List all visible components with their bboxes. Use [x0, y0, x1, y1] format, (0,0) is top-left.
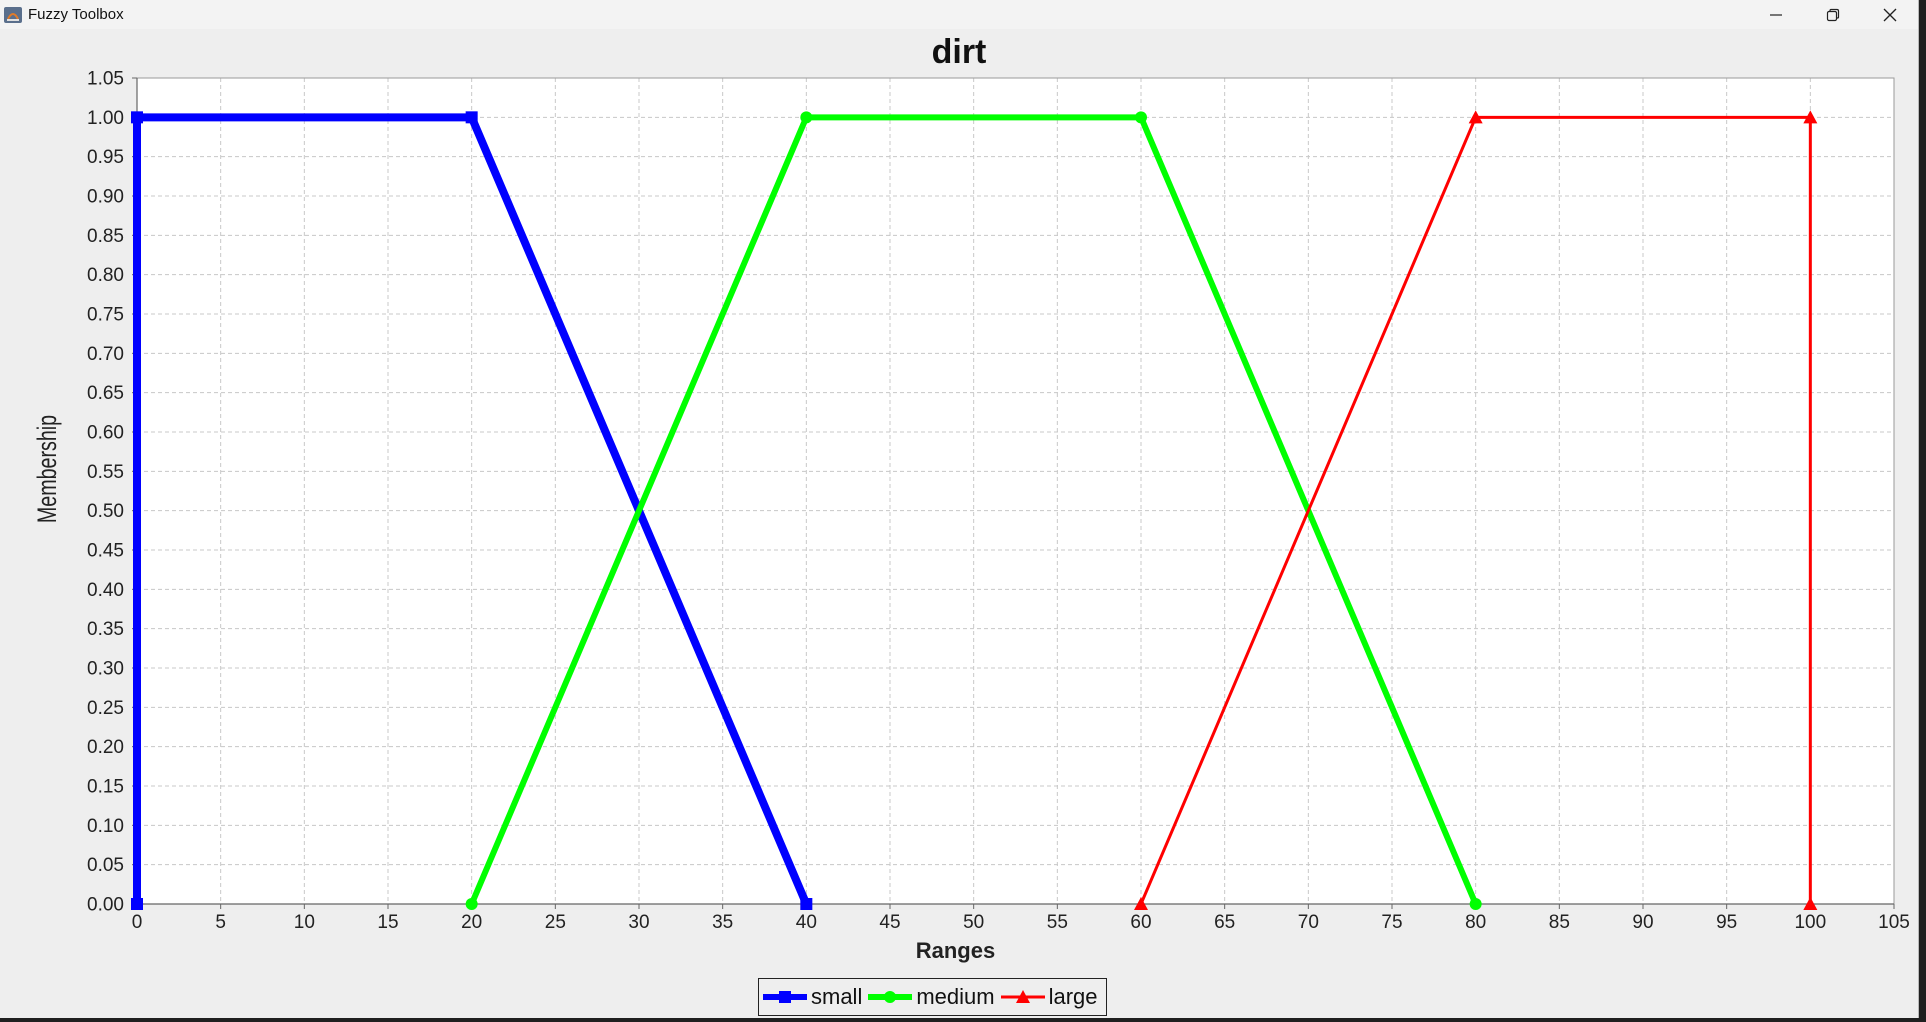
small-point	[800, 898, 813, 910]
small-point	[131, 898, 143, 910]
x-tick-label: 25	[545, 912, 566, 933]
legend-label-medium: medium	[916, 984, 995, 1009]
minimize-icon	[1769, 13, 1782, 16]
y-tick-label: 0.15	[87, 777, 124, 798]
chart-title: dirt	[931, 33, 987, 71]
x-tick-label: 65	[1214, 912, 1235, 933]
x-tick-label: 10	[294, 912, 315, 933]
large-point	[1468, 110, 1483, 124]
y-tick-label: 1.00	[87, 108, 124, 129]
y-tick-label: 0.30	[87, 659, 124, 680]
title-bar[interactable]: Fuzzy Toolbox	[0, 0, 1918, 29]
x-tick-label: 90	[1632, 912, 1653, 933]
x-tick-label: 0	[132, 912, 143, 933]
large-point	[1134, 897, 1148, 910]
x-tick-label: 35	[712, 912, 733, 933]
x-tick-label: 100	[1794, 912, 1826, 933]
y-tick-label: 0.05	[87, 855, 124, 876]
series-large	[1134, 110, 1818, 910]
chart-panel: 0 5 10 15 20 25 30 35 40 45 50 55 60 65 70 75 80 85 90 95 10…	[0, 29, 1918, 1018]
plot-area	[137, 78, 1894, 904]
x-tick-label: 80	[1465, 912, 1486, 933]
legend-swatch-small	[763, 991, 807, 1003]
close-icon	[1883, 8, 1896, 21]
medium-point	[1469, 898, 1482, 910]
x-tick-label: 70	[1298, 912, 1319, 933]
legend-label-small: small	[811, 984, 863, 1009]
window-title: Fuzzy Toolbox	[28, 6, 124, 23]
y-tick-label: 0.90	[87, 187, 124, 208]
y-tick-label: 0.45	[87, 541, 124, 562]
y-tick-label: 0.40	[87, 580, 124, 601]
large-line	[1139, 115, 1812, 905]
medium-point	[1135, 111, 1147, 124]
x-tick-label: 60	[1130, 912, 1151, 933]
large-point	[1803, 897, 1818, 910]
y-tick-label: 0.50	[87, 501, 124, 522]
legend-swatch-medium	[868, 991, 913, 1003]
x-tick-label: 50	[963, 912, 984, 933]
x-tick-label: 85	[1549, 912, 1570, 933]
y-tick-label: 0.65	[87, 383, 124, 404]
x-tick-label: 15	[377, 912, 398, 933]
y-tick-label: 0.85	[87, 226, 124, 247]
y-tick-label: 1.05	[87, 69, 124, 90]
y-tick-label: 0.60	[87, 423, 124, 444]
y-tick-label: 0.80	[87, 265, 124, 286]
legend-item-large: large	[1000, 984, 1098, 1010]
legend-item-medium: medium	[868, 984, 995, 1010]
x-tick-label: 40	[796, 912, 817, 933]
x-tick-label: 95	[1716, 912, 1737, 933]
x-tick-label: 5	[215, 912, 226, 933]
legend-swatch-large	[1000, 990, 1045, 1003]
y-tick-label: 0.75	[87, 305, 124, 326]
x-tick-label: 55	[1047, 912, 1068, 933]
y-axis-label: Membership	[32, 415, 61, 523]
y-tick-label: 0.00	[87, 895, 124, 916]
small-point	[465, 111, 478, 124]
x-tick-label: 105	[1878, 912, 1910, 933]
y-tick-label: 0.10	[87, 816, 124, 837]
legend-item-small: small	[763, 984, 862, 1010]
x-axis-label: Ranges	[916, 938, 995, 963]
restore-icon	[1826, 8, 1839, 21]
java-app-icon	[3, 5, 23, 25]
grid	[137, 78, 1894, 904]
x-tick-label: 45	[879, 912, 900, 933]
medium-point	[465, 898, 478, 910]
minimize-button[interactable]	[1747, 0, 1804, 29]
legend-label-large: large	[1048, 984, 1098, 1009]
y-tick-label: 0.55	[87, 462, 124, 483]
membership-chart: 0 5 10 15 20 25 30 35 40 45 50 55 60 65 70 75 80 85 90 95 10…	[32, 69, 1910, 964]
medium-point	[800, 111, 813, 124]
chart-legend: small medium large	[758, 978, 1107, 1016]
y-tick-label: 0.95	[87, 147, 124, 168]
x-tick-label: 20	[461, 912, 482, 933]
restore-button[interactable]	[1804, 0, 1861, 29]
y-tick-label: 0.25	[87, 698, 124, 719]
x-tick-label: 30	[628, 912, 649, 933]
x-tick-label: 75	[1381, 912, 1402, 933]
small-point	[131, 111, 143, 124]
y-tick-label: 0.20	[87, 737, 124, 758]
y-tick-label: 0.35	[87, 619, 124, 640]
close-button[interactable]	[1861, 0, 1918, 29]
large-point	[1803, 110, 1818, 124]
y-tick-label: 0.70	[87, 344, 124, 365]
